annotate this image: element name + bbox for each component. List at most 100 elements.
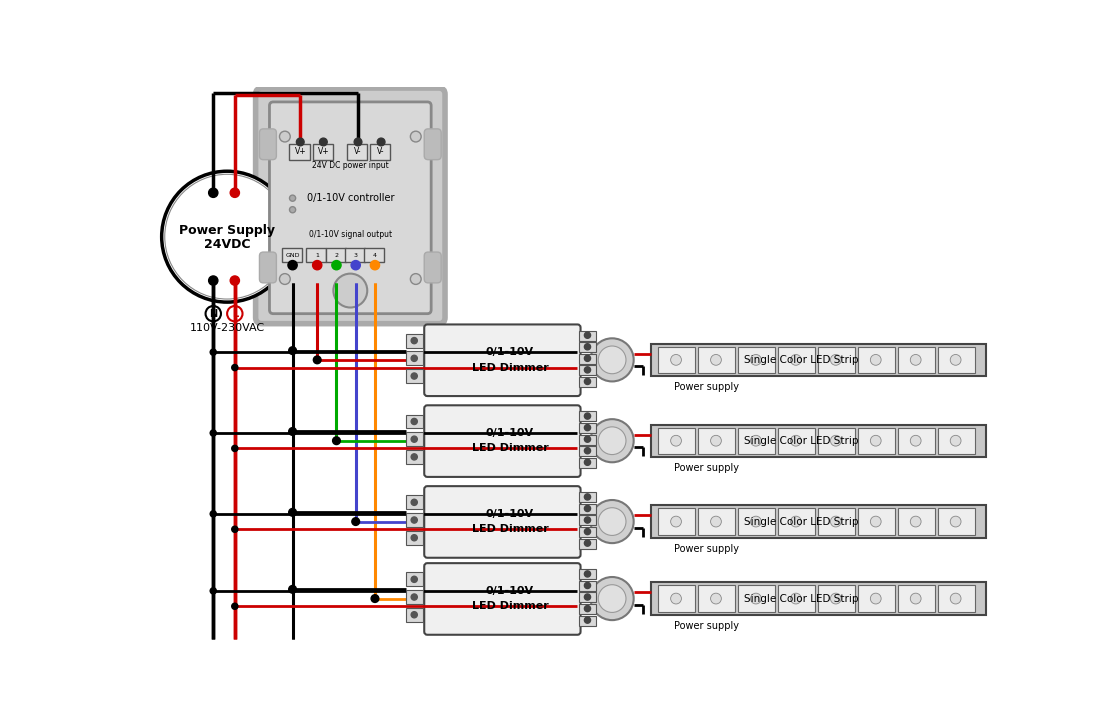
Circle shape <box>791 593 801 604</box>
Circle shape <box>411 454 418 460</box>
Bar <box>579 492 596 503</box>
FancyBboxPatch shape <box>424 129 441 159</box>
Text: V+: V+ <box>317 148 330 156</box>
Bar <box>658 585 695 611</box>
Circle shape <box>289 207 296 213</box>
Circle shape <box>584 425 591 430</box>
Bar <box>779 585 815 611</box>
Circle shape <box>584 448 591 454</box>
Circle shape <box>670 593 681 604</box>
Circle shape <box>584 505 591 512</box>
Circle shape <box>951 593 961 604</box>
Circle shape <box>210 588 217 594</box>
Circle shape <box>584 528 591 535</box>
Text: N: N <box>209 309 218 319</box>
Circle shape <box>791 355 801 366</box>
Circle shape <box>411 418 418 425</box>
FancyBboxPatch shape <box>256 88 445 324</box>
Circle shape <box>332 260 341 270</box>
Bar <box>698 585 735 611</box>
Circle shape <box>591 419 633 462</box>
Bar <box>405 433 422 446</box>
Text: Power Supply: Power Supply <box>179 224 275 237</box>
Circle shape <box>910 516 922 527</box>
Bar <box>579 616 596 626</box>
Bar <box>738 508 775 535</box>
Circle shape <box>710 516 722 527</box>
Circle shape <box>288 428 296 435</box>
Circle shape <box>951 355 961 366</box>
Circle shape <box>289 195 296 201</box>
Circle shape <box>279 131 290 142</box>
Circle shape <box>951 435 961 446</box>
Bar <box>405 590 422 604</box>
Circle shape <box>411 436 418 442</box>
Circle shape <box>599 346 626 373</box>
Circle shape <box>314 356 321 363</box>
Circle shape <box>319 138 327 146</box>
Bar <box>898 585 935 611</box>
Bar <box>579 581 596 591</box>
Bar <box>405 415 422 428</box>
Bar <box>898 428 935 454</box>
Text: 2: 2 <box>334 252 338 257</box>
Text: 0/1-10V controller: 0/1-10V controller <box>306 193 394 203</box>
Circle shape <box>288 585 296 593</box>
FancyBboxPatch shape <box>269 102 431 314</box>
Bar <box>405 531 422 544</box>
FancyBboxPatch shape <box>424 324 581 396</box>
Text: V+: V+ <box>295 148 306 156</box>
Bar <box>579 366 596 375</box>
Circle shape <box>584 594 591 600</box>
Circle shape <box>599 508 626 536</box>
Bar <box>347 144 367 159</box>
Circle shape <box>410 131 421 142</box>
Bar <box>818 428 855 454</box>
Bar <box>405 608 422 622</box>
Circle shape <box>230 188 239 198</box>
Bar <box>306 248 326 262</box>
Circle shape <box>951 516 961 527</box>
Circle shape <box>411 594 418 600</box>
Text: GND: GND <box>285 252 299 257</box>
Circle shape <box>584 355 591 361</box>
Circle shape <box>870 516 881 527</box>
Bar <box>858 428 895 454</box>
Circle shape <box>584 344 591 350</box>
Circle shape <box>411 337 418 344</box>
Bar <box>698 508 735 535</box>
Circle shape <box>411 576 418 583</box>
Text: 0/1-10V: 0/1-10V <box>486 586 534 596</box>
Circle shape <box>584 571 591 577</box>
Bar <box>738 428 775 454</box>
Circle shape <box>751 593 762 604</box>
Text: 24V DC power input: 24V DC power input <box>312 162 389 170</box>
Circle shape <box>231 526 238 532</box>
Circle shape <box>591 338 633 381</box>
Bar <box>364 248 384 262</box>
Circle shape <box>351 260 361 270</box>
Circle shape <box>378 138 385 146</box>
Bar <box>579 331 596 340</box>
Circle shape <box>791 516 801 527</box>
Bar <box>405 450 422 464</box>
Text: Single Color LED Strip: Single Color LED Strip <box>744 593 859 603</box>
Bar <box>579 354 596 363</box>
Circle shape <box>584 367 591 373</box>
Circle shape <box>288 347 296 355</box>
Bar <box>405 369 422 383</box>
Circle shape <box>209 276 218 286</box>
Circle shape <box>599 427 626 454</box>
Bar <box>579 342 596 352</box>
Circle shape <box>584 459 591 465</box>
Bar <box>579 570 596 579</box>
Bar <box>289 144 309 159</box>
Text: 4: 4 <box>373 252 376 257</box>
Bar <box>650 505 985 538</box>
Bar <box>405 572 422 586</box>
Circle shape <box>206 306 221 322</box>
Circle shape <box>411 535 418 541</box>
Text: 1: 1 <box>315 252 319 257</box>
Bar <box>371 144 390 159</box>
Bar <box>938 508 975 535</box>
